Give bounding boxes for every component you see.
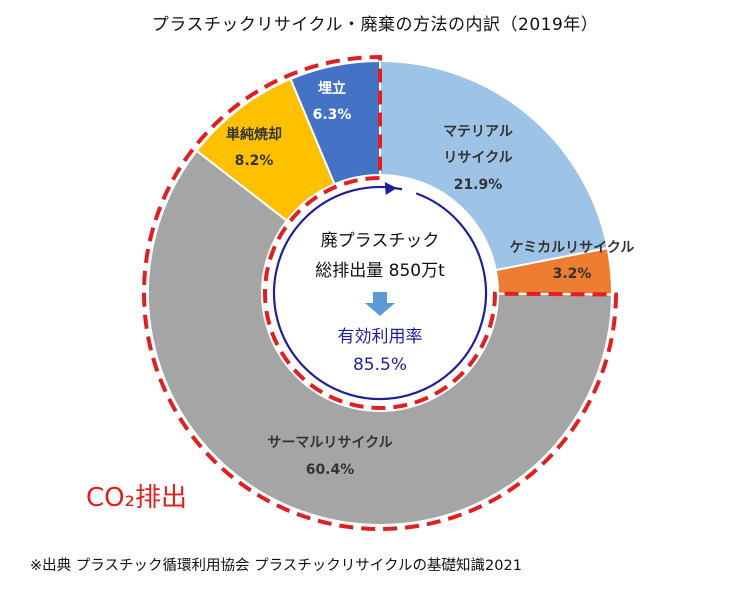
center-annotation: 廃プラスチック 総排出量 850万t 有効利用率 85.5%: [272, 182, 488, 401]
rate-value: 85.5%: [353, 355, 407, 375]
slice-thermalRecycle: [147, 149, 614, 526]
slice-landfill: [289, 59, 381, 186]
label-materialRecycle-name: マテリアル: [443, 124, 513, 140]
label-thermalRecycle-value: 60.4%: [306, 462, 355, 478]
center-ring-arrow: [272, 185, 488, 401]
label-materialRecycle-value: 21.9%: [454, 177, 503, 193]
slices-group: [147, 59, 614, 526]
chart-title: プラスチックリサイクル・廃棄の方法の内訳（2019年）: [151, 15, 599, 35]
co2-label: CO₂排出: [86, 483, 187, 513]
ring-arrowhead-icon: [384, 182, 397, 196]
label-materialRecycle-name: リサイクル: [443, 150, 512, 166]
rate-label: 有効利用率: [338, 327, 423, 347]
label-chemicalRecycle-value: 3.2%: [553, 266, 592, 282]
label-simpleIncineration-name: 単純焼却: [226, 126, 282, 143]
label-landfill-name: 埋立: [318, 80, 346, 97]
source-note: ※出典 プラスチック循環利用協会 プラスチックリサイクルの基礎知識2021: [30, 558, 522, 574]
center-line2: 総排出量 850万t: [315, 261, 445, 281]
label-simpleIncineration-value: 8.2%: [235, 153, 274, 169]
down-arrow-icon: [365, 292, 395, 316]
label-chemicalRecycle-name: ケミカルリサイクル: [510, 240, 635, 256]
slice-materialRecycle: [379, 59, 609, 272]
center-line1: 廃プラスチック: [321, 231, 440, 251]
co2-emission-outline: [142, 54, 619, 531]
label-landfill-value: 6.3%: [313, 107, 352, 123]
label-thermalRecycle-name: サーマルリサイクル: [267, 435, 392, 451]
